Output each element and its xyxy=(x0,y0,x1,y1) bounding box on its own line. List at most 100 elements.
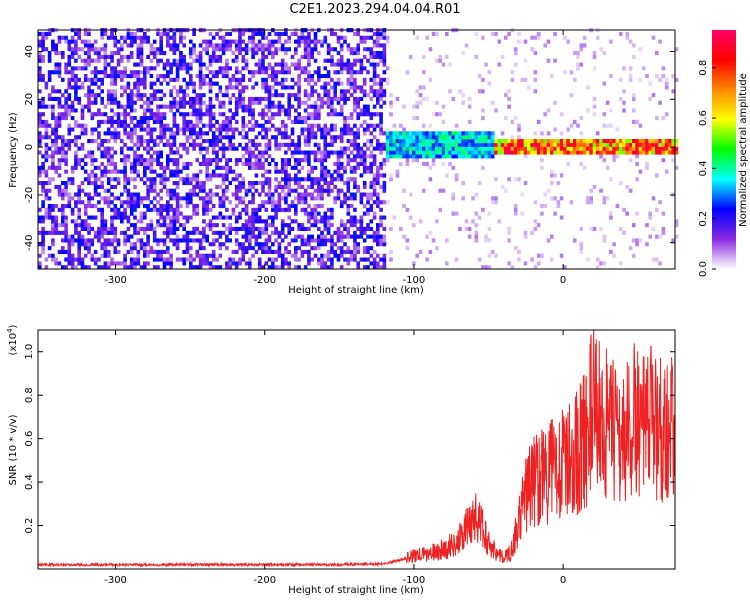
spectrogram-cell xyxy=(175,219,180,224)
spectrogram-cell xyxy=(336,161,341,166)
spectrogram-cell xyxy=(221,35,226,40)
spectrogram-cell xyxy=(602,81,607,86)
spectrogram-cell xyxy=(294,188,298,193)
spectrogram-cell xyxy=(664,81,669,86)
spectrogram-cell xyxy=(356,265,360,270)
spectrogram-cell xyxy=(192,112,196,117)
spectrogram-cell xyxy=(523,181,528,186)
spectrogram-cell xyxy=(126,54,131,59)
spectrogram-cell xyxy=(44,123,49,128)
spectrogram-cell xyxy=(504,188,508,193)
spectrogram-cell xyxy=(330,96,334,101)
spectrogram-cell xyxy=(146,192,150,197)
spectrogram-cell xyxy=(41,154,45,159)
spectrogram-cell xyxy=(339,253,344,258)
spectrogram-cell xyxy=(382,173,387,178)
spectrogram-cell xyxy=(540,150,544,155)
spectrogram-cell xyxy=(313,116,318,121)
spectrogram-cell xyxy=(74,74,78,79)
spectrogram-cell xyxy=(648,96,652,101)
spectrogram-cell xyxy=(149,131,154,136)
spectrogram-cell xyxy=(418,142,423,147)
spectrogram-cell xyxy=(513,150,518,155)
spectrogram-cell xyxy=(195,131,200,136)
spectrogram-cell xyxy=(510,150,515,155)
spectrogram-cell xyxy=(38,215,42,220)
spectrogram-cell xyxy=(271,135,275,140)
spectrogram-cell xyxy=(57,66,62,71)
spectrogram-cell xyxy=(90,215,95,220)
spectrogram-cell xyxy=(313,246,318,251)
spectrogram-cell xyxy=(185,62,190,67)
spectrogram-cell xyxy=(277,181,282,186)
spectrogram-cell xyxy=(261,127,265,132)
spectrogram-cell xyxy=(313,158,318,163)
spectrogram-cell xyxy=(198,81,203,86)
spectrogram-cell xyxy=(218,158,223,163)
spectrogram-cell xyxy=(185,238,190,243)
spectrogram-cell xyxy=(445,238,449,243)
spectrogram-cell xyxy=(162,204,167,209)
spectrogram-cell xyxy=(317,146,321,151)
spectrogram-cell xyxy=(185,119,190,124)
spectrogram-cell xyxy=(136,200,141,205)
spectrogram-cell xyxy=(333,150,337,155)
spectrogram-cell xyxy=(166,257,170,262)
spectrogram-cell xyxy=(326,226,331,231)
spectrogram-cell xyxy=(510,139,515,144)
spectrogram-cell xyxy=(254,31,259,36)
spectrogram-cell xyxy=(57,161,62,166)
spectrogram-cell xyxy=(510,146,515,151)
spectrogram-cell xyxy=(116,74,121,79)
spectrogram-cell xyxy=(146,177,150,182)
spectrogram-cell xyxy=(110,116,114,121)
spectrogram-cell xyxy=(339,112,344,117)
spectrogram-cell xyxy=(290,238,295,243)
spectrogram-cell xyxy=(661,142,666,147)
spectrogram-cell xyxy=(668,142,672,147)
spectrogram-cell xyxy=(51,253,55,258)
spectrogram-cell xyxy=(349,85,354,90)
spectrogram-cell xyxy=(425,150,429,155)
spectrogram-cell xyxy=(494,139,498,144)
colorbar: 0.00.20.40.60.8 Normalized spectral ampl… xyxy=(698,30,749,277)
spectrogram-cell xyxy=(57,35,62,40)
spectrogram-cell xyxy=(57,89,62,94)
spectrogram-cell xyxy=(228,119,232,124)
spectrogram-cell xyxy=(51,177,55,182)
spectrogram-cell xyxy=(100,112,104,117)
spectrogram-cell xyxy=(445,54,449,59)
spectrogram-cell xyxy=(349,66,354,71)
spectrogram-cell xyxy=(297,85,301,90)
spectrogram-cell xyxy=(77,242,81,247)
spectrogram-cell xyxy=(175,70,180,75)
spectrogram-cell xyxy=(326,184,331,189)
spectrogram-cell xyxy=(136,196,141,201)
spectrogram-cell xyxy=(362,77,367,82)
spectrogram-cell xyxy=(267,181,272,186)
spectrogram-cell xyxy=(211,43,216,48)
spectrogram-cell xyxy=(300,223,305,228)
spectrogram-cell xyxy=(297,184,301,189)
spectrogram-cell xyxy=(149,246,154,251)
spectrogram-cell xyxy=(97,257,101,262)
spectrogram-cell xyxy=(143,173,147,178)
spectrogram-cell xyxy=(189,142,193,147)
spectrogram-cell xyxy=(54,131,58,136)
spectrogram-cell xyxy=(208,116,213,121)
spectrogram-cell xyxy=(294,249,298,254)
spectrogram-cell xyxy=(290,188,295,193)
spectrogram-cell xyxy=(435,150,439,155)
spectrogram-cell xyxy=(182,43,186,48)
spectrogram-cell xyxy=(175,173,180,178)
spectrogram-cell xyxy=(307,131,311,136)
spectrogram-cell xyxy=(182,66,186,71)
spectrogram-cell xyxy=(467,154,472,159)
spectrogram-cell xyxy=(70,169,75,174)
spectrogram-cell xyxy=(307,253,311,258)
spectrogram-cell xyxy=(379,104,383,109)
spectrogram-cell xyxy=(57,74,62,79)
spectrogram-cell xyxy=(208,219,213,224)
spectrogram-cell xyxy=(339,219,344,224)
spectrogram-cell xyxy=(379,184,383,189)
